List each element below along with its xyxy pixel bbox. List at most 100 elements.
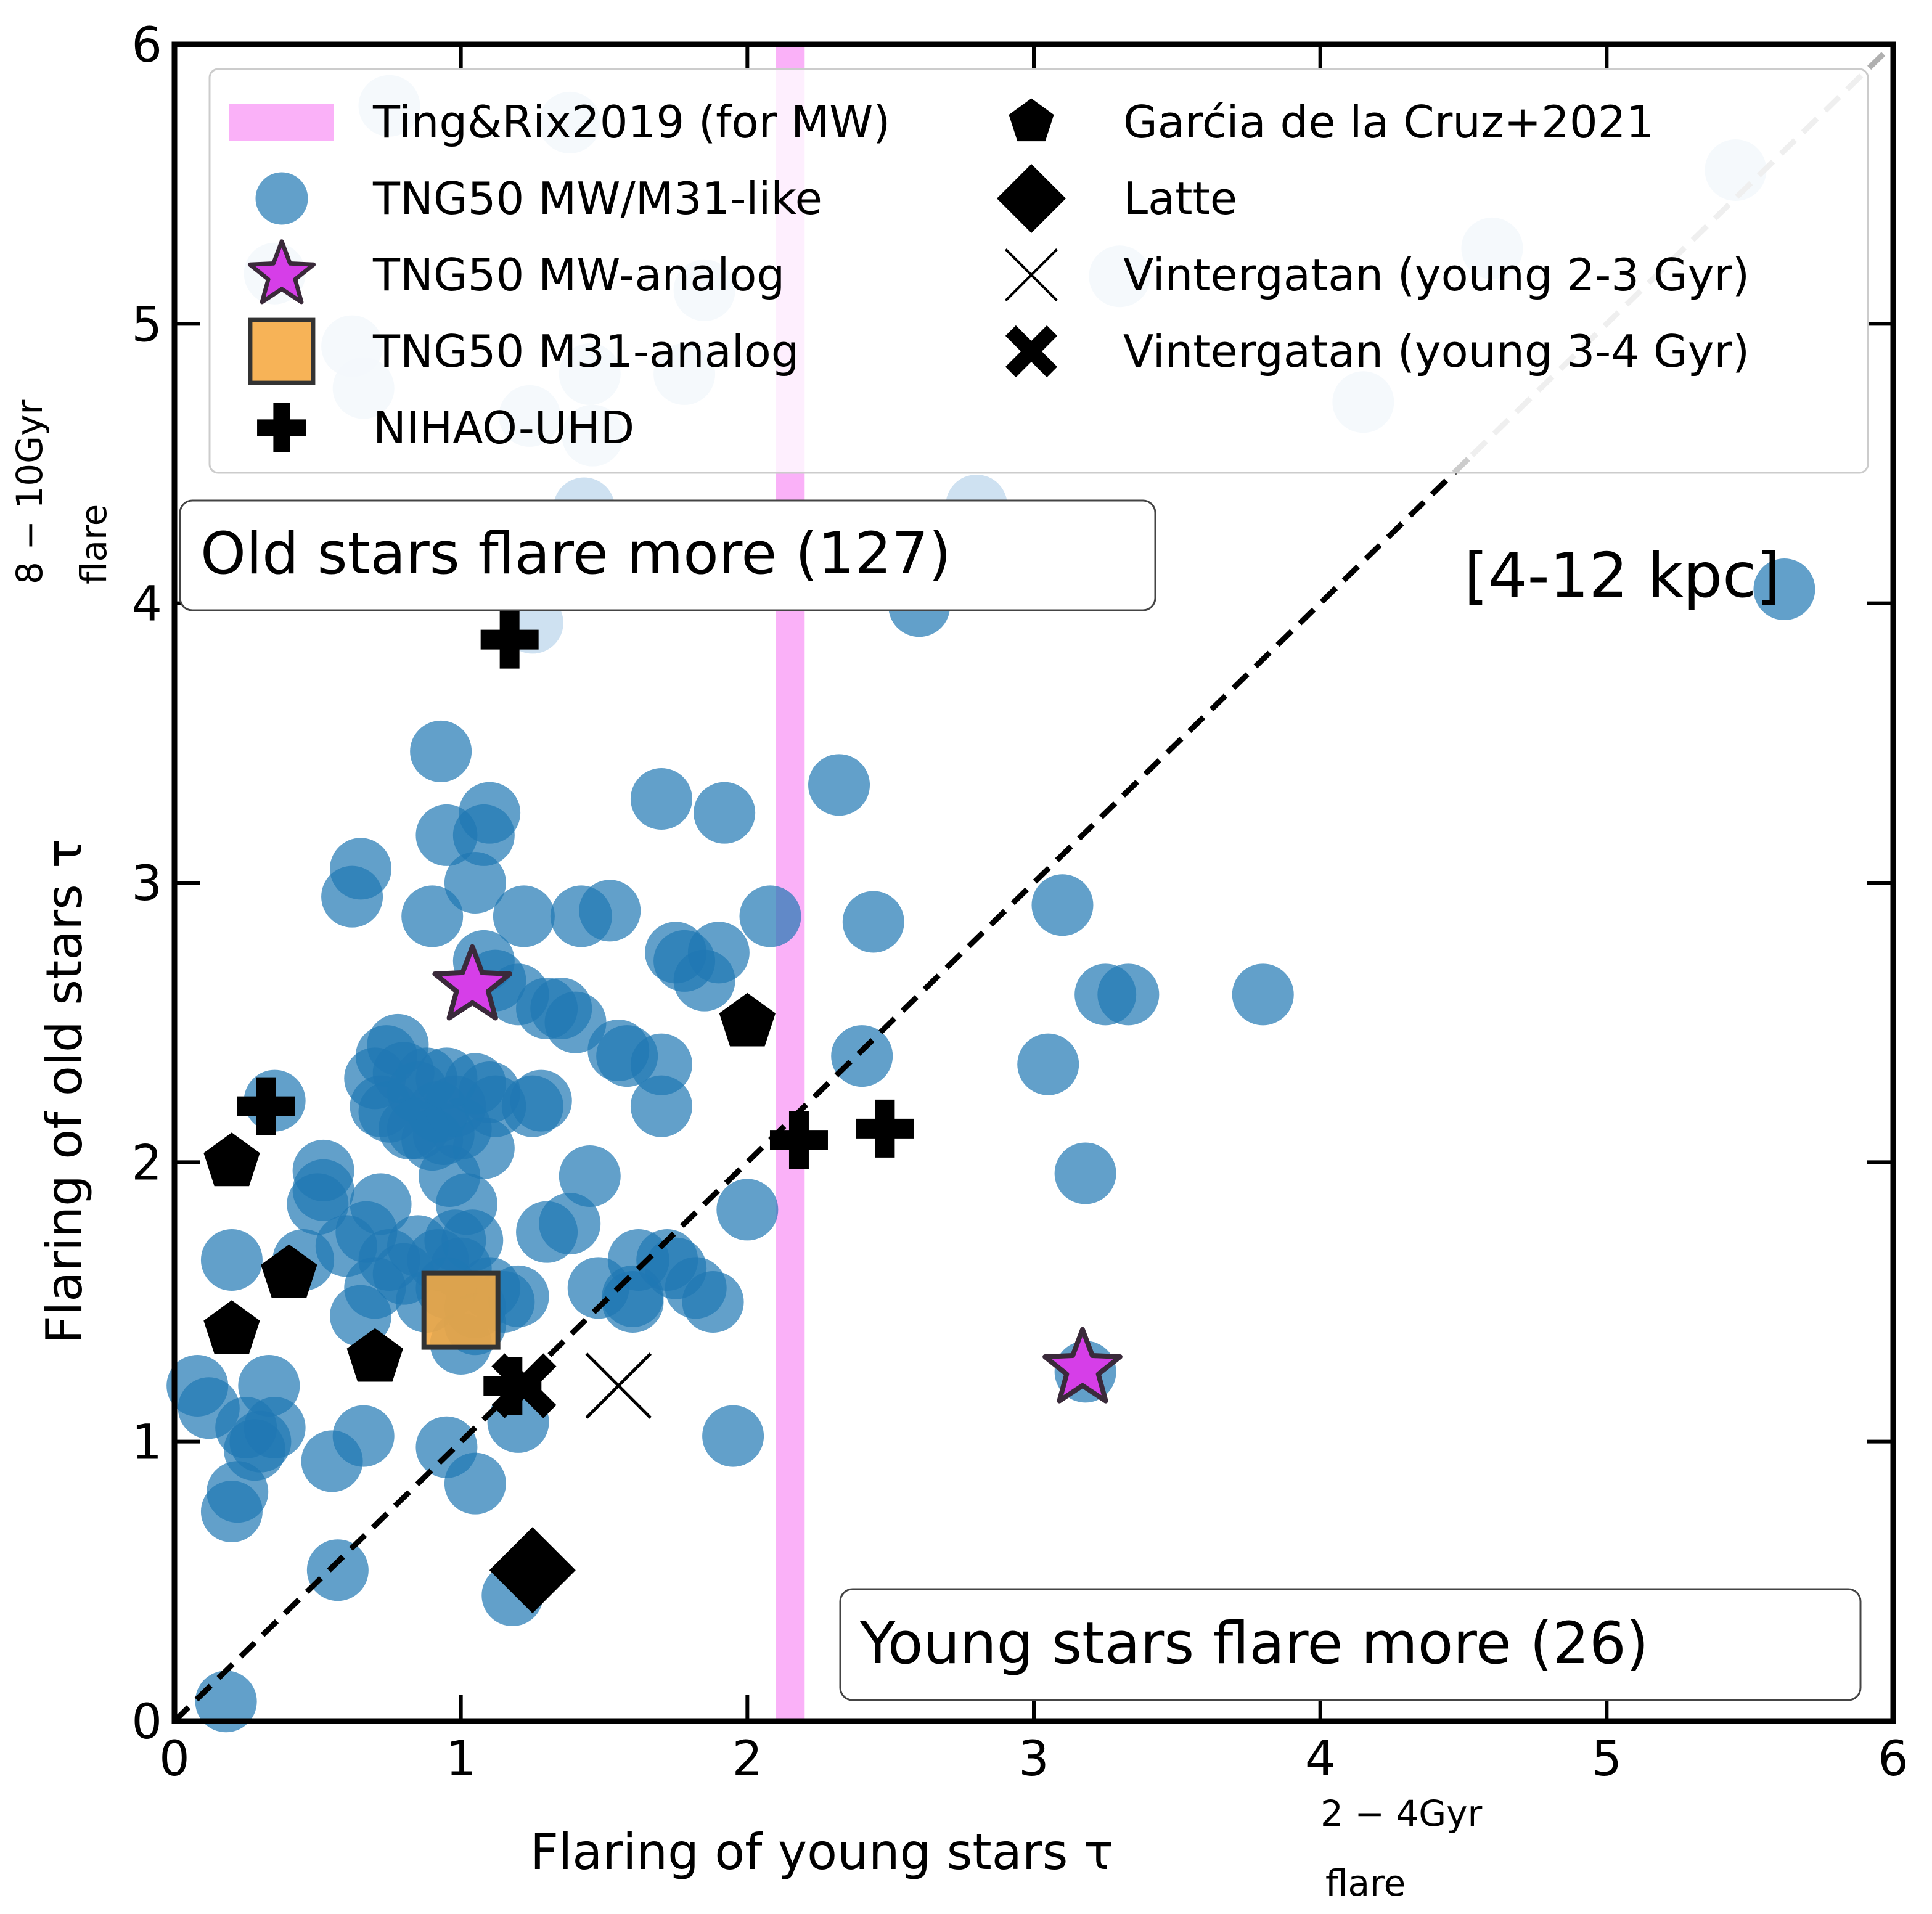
- legend-diamond-swatch: [997, 164, 1066, 233]
- tng50-point: [306, 1539, 369, 1601]
- legend-entry: TNG50 MW-analog: [247, 239, 785, 305]
- garcia-marker: [203, 1132, 260, 1187]
- legend-square-swatch: [248, 317, 316, 385]
- tng50-point: [630, 1075, 692, 1137]
- legend-label: TNG50 MW-analog: [372, 249, 785, 301]
- y-tick-label: 1: [131, 1415, 162, 1471]
- vintergatan-young-3-4-marker: [491, 1353, 557, 1418]
- tng50-point: [1097, 963, 1160, 1026]
- legend-entry: Vintergatan (young 2-3 Gyr): [1004, 248, 1750, 302]
- old-region-label: Old stars flare more (127): [200, 520, 951, 587]
- y-tick-label: 4: [131, 577, 162, 632]
- tng50-point: [516, 1201, 578, 1263]
- legend-band-swatch: [229, 104, 334, 141]
- legend-items: Ting&Rix2019 (for MW) TNG50 MW/M31-like TN…: [229, 96, 1750, 454]
- tng50-point: [739, 885, 801, 947]
- legend-x-swatch: [1004, 248, 1058, 302]
- tng50-point: [842, 891, 904, 953]
- tng50-point: [493, 885, 555, 947]
- y-tick-label: 6: [131, 18, 162, 73]
- legend-entry: Garćia de la Cruz+2021: [1009, 96, 1654, 148]
- m31-analog-marker: [421, 1270, 501, 1350]
- old-region-annotation: Old stars flare more (127): [179, 499, 1156, 611]
- tng50-point: [330, 838, 392, 900]
- legend-entry: NIHAO-UHD: [257, 402, 634, 454]
- legend-box: [208, 68, 1869, 474]
- tng50-point: [410, 720, 472, 782]
- tng50-point: [510, 1069, 572, 1132]
- tng50-point: [350, 1173, 412, 1235]
- y-axis-superscript: 8 − 10Gyr: [9, 400, 51, 584]
- one-to-one-line: [172, 453, 1475, 1724]
- tng50-point: [1753, 558, 1815, 620]
- legend-xbold-swatch: [1005, 325, 1058, 378]
- tng50-point: [459, 782, 521, 844]
- young-region-annotation: Young stars flare more (26): [839, 1588, 1862, 1701]
- y-axis-subscript: flare: [73, 504, 115, 584]
- tng50-point: [1017, 1033, 1079, 1095]
- x-axis-title: Flaring of young stars τ flare 2 − 4Gyr: [530, 1793, 1483, 1904]
- nihao-uhd-marker: [480, 610, 539, 669]
- tng50-point: [694, 782, 756, 844]
- mw-analog-marker: [432, 944, 513, 1021]
- tng50-point: [1031, 874, 1094, 936]
- tng50-point: [200, 1229, 263, 1291]
- tng50-point: [687, 922, 750, 984]
- legend-pentagon-swatch: [1009, 98, 1054, 142]
- tng50-point: [579, 880, 641, 942]
- latte-marker: [489, 1527, 576, 1614]
- radial-range-label: [4-12 kpc]: [1464, 539, 1780, 611]
- legend-plus-swatch: [257, 403, 306, 452]
- legend-entry: TNG50 M31-analog: [248, 317, 800, 385]
- tng50-point: [244, 1397, 306, 1458]
- legend-label: TNG50 M31-analog: [372, 325, 800, 377]
- legend-label: Vintergatan (young 2-3 Gyr): [1123, 249, 1750, 301]
- tng50-point: [401, 885, 464, 947]
- tng50-point: [831, 1025, 893, 1087]
- x-tick-label: 2: [732, 1732, 763, 1787]
- nihao-uhd-marker: [237, 1077, 295, 1135]
- x-axis-label: Flaring of young stars τ: [530, 1823, 1113, 1881]
- tng50-point: [1232, 963, 1294, 1026]
- legend-label: NIHAO-UHD: [373, 402, 634, 454]
- legend-label: Garćia de la Cruz+2021: [1123, 96, 1654, 148]
- tng50-point: [559, 1145, 621, 1207]
- garcia-marker: [346, 1328, 403, 1382]
- tng50-point: [716, 1179, 779, 1241]
- y-axis-title: Flaring of old stars τ flare 8 − 10Gyr: [9, 400, 115, 1344]
- tng50-point: [630, 768, 692, 830]
- tng50-point: [415, 1047, 478, 1110]
- x-axis-subscript: flare: [1325, 1862, 1406, 1904]
- tng50-point: [292, 1139, 354, 1201]
- mw-analog-marker: [1042, 1327, 1123, 1404]
- tng50-point: [332, 1405, 395, 1467]
- garcia-marker: [203, 1300, 260, 1354]
- x-tick-label: 5: [1592, 1732, 1623, 1787]
- legend-entry: Latte: [997, 164, 1237, 233]
- tng50-point: [444, 1452, 506, 1515]
- nihao-uhd-marker: [769, 1111, 828, 1169]
- tng50-point: [1054, 1142, 1116, 1204]
- x-tick-label: 3: [1018, 1732, 1049, 1787]
- young-region-label: Young stars flare more (26): [859, 1610, 1649, 1677]
- legend-label: TNG50 MW/M31-like: [372, 173, 822, 224]
- vintergatan-young-2-3-marker: [585, 1352, 652, 1419]
- legend-entry: Vintergatan (young 3-4 Gyr): [1005, 325, 1750, 378]
- legend-circle-swatch: [255, 172, 308, 225]
- y-tick-label: 0: [131, 1695, 162, 1750]
- legend-entry: TNG50 MW/M31-like: [255, 172, 822, 225]
- x-tick-label: 0: [159, 1732, 190, 1787]
- legend-label: Ting&Rix2019 (for MW): [372, 96, 890, 148]
- legend-star-swatch: [247, 239, 316, 305]
- y-tick-label: 5: [131, 297, 162, 353]
- tng50-point: [444, 852, 506, 914]
- tng50-point: [808, 754, 870, 816]
- tng50-point: [602, 1271, 664, 1333]
- tng50-point: [178, 1377, 240, 1439]
- tng50-point: [645, 1237, 707, 1299]
- y-axis-label: Flaring of old stars τ: [36, 839, 93, 1344]
- x-tick-label: 6: [1878, 1732, 1909, 1787]
- legend-entry: Ting&Rix2019 (for MW): [229, 96, 890, 148]
- x-tick-label: 4: [1305, 1732, 1336, 1787]
